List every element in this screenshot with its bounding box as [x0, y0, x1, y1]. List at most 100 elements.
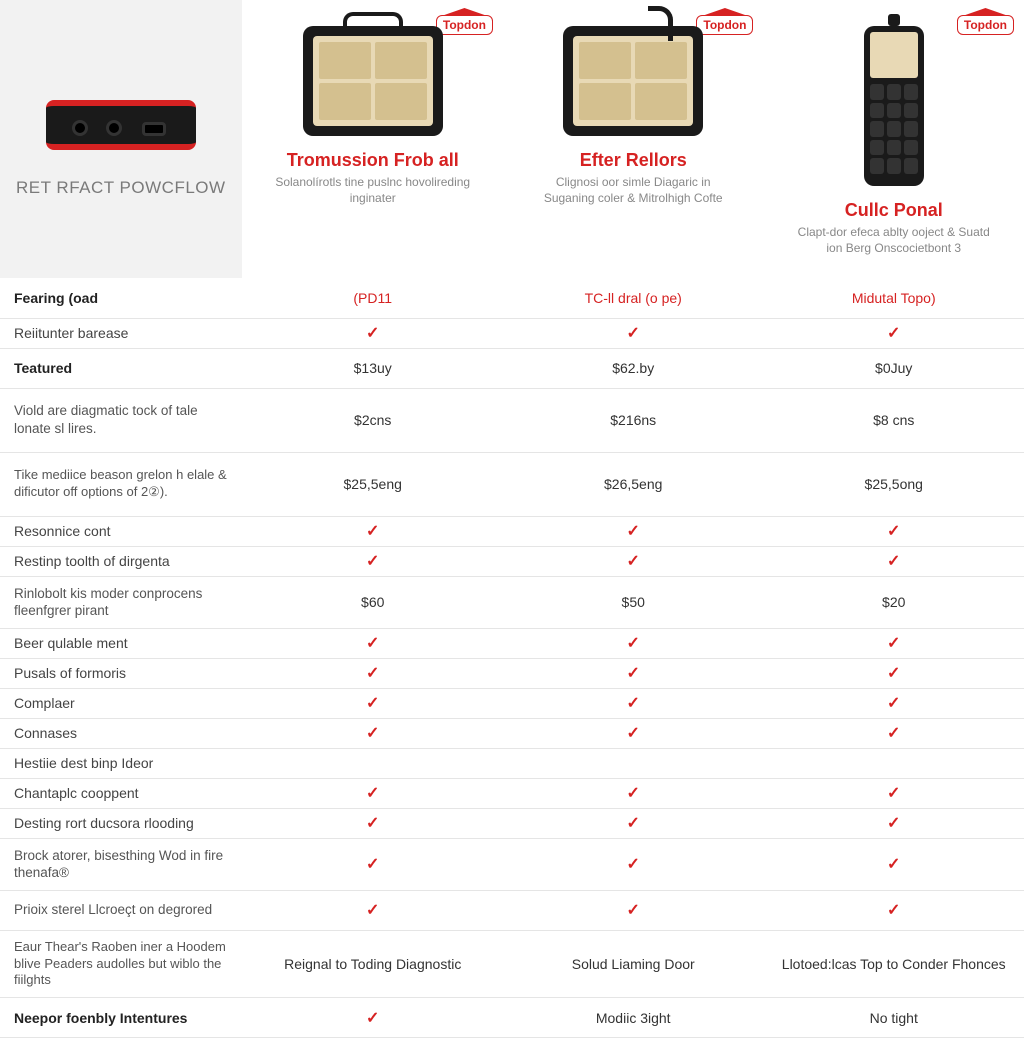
check-icon: ✓	[366, 325, 379, 342]
feature-value: ✓	[503, 838, 764, 890]
product-sub: Clignosi oor simle Diagaric in Suganing …	[515, 175, 752, 206]
feature-value: ✓	[242, 318, 503, 348]
feature-value: ✓	[242, 778, 503, 808]
check-icon: ✓	[627, 665, 640, 682]
feature-value: $20	[763, 576, 1024, 628]
feature-value: ✓	[242, 546, 503, 576]
check-icon: ✓	[627, 553, 640, 570]
table-row: Neepor foenbly Intentures✓Modiic 3ightNo…	[0, 998, 1024, 1038]
feature-value: ✓	[763, 658, 1024, 688]
check-icon: ✓	[366, 785, 379, 802]
table-row: Connases✓✓✓	[0, 718, 1024, 748]
feature-value: ✓	[763, 546, 1024, 576]
product-header-1: Topdon Efter Rellors Clignosi oor simle …	[503, 0, 764, 278]
table-row: Teatured$13uy$62.by$0Juy	[0, 348, 1024, 388]
feature-value: ✓	[503, 658, 764, 688]
check-icon: ✓	[627, 695, 640, 712]
feature-value: $50	[503, 576, 764, 628]
feature-value: ✓	[503, 778, 764, 808]
check-icon: ✓	[627, 815, 640, 832]
feature-value: (PD11	[242, 278, 503, 318]
feature-value: ✓	[242, 890, 503, 930]
table-row: Fearing (oad(PD11TC-ll dral (o pe)Miduta…	[0, 278, 1024, 318]
feature-value: ✓	[763, 808, 1024, 838]
feature-value: Llotoed:lcas Top to Conder Fhonces	[763, 930, 1024, 998]
feature-value: Modiic 3ight	[503, 998, 764, 1038]
feature-label: Complaer	[0, 688, 242, 718]
product-name: Tromussion Frob all	[254, 150, 491, 171]
feature-value: $62.by	[503, 348, 764, 388]
feature-label: Reiitunter barease	[0, 318, 242, 348]
check-icon: ✓	[887, 785, 900, 802]
feature-value: ✓	[503, 808, 764, 838]
feature-label: Fearing (oad	[0, 278, 242, 318]
check-icon: ✓	[887, 695, 900, 712]
feature-value: $2cns	[242, 388, 503, 452]
feature-label: Tike mediice beason grelon h elale & dif…	[0, 452, 242, 516]
feature-label: Eaur Thear's Raoben iner a Hoodem blive …	[0, 930, 242, 998]
product-sub: Solanolírotls tine puslnc hovolireding i…	[254, 175, 491, 206]
feature-value: Reignal to Toding Diagnostic	[242, 930, 503, 998]
comparison-table: RET RFACT POWCFLOW Topdon Tromussion Fro…	[0, 0, 1024, 1038]
feature-value: ✓	[503, 318, 764, 348]
product-header-2: Topdon Cullc Ponal Clapt-dor efeca ablty…	[763, 0, 1024, 278]
table-row: Tike mediice beason grelon h elale & dif…	[0, 452, 1024, 516]
feature-value: TC-ll dral (o pe)	[503, 278, 764, 318]
check-icon: ✓	[366, 1010, 379, 1027]
table-row: Hestiie dest binp Ideor	[0, 748, 1024, 778]
feature-value: ✓	[242, 628, 503, 658]
feature-label: Beer qulable ment	[0, 628, 242, 658]
product-image-tablet-cable	[563, 26, 703, 136]
feature-value: ✓	[763, 688, 1024, 718]
feature-value: $8 cns	[763, 388, 1024, 452]
feature-value: $216ns	[503, 388, 764, 452]
check-icon: ✓	[627, 785, 640, 802]
feature-label: Chantaplc cooppent	[0, 778, 242, 808]
feature-value: ✓	[242, 516, 503, 546]
feature-label: Desting rort ducsora rlooding	[0, 808, 242, 838]
table-row: Eaur Thear's Raoben iner a Hoodem blive …	[0, 930, 1024, 998]
feature-value: ✓	[503, 890, 764, 930]
table-row: Resonnice cont✓✓✓	[0, 516, 1024, 546]
feature-value: Midutal Topo)	[763, 278, 1024, 318]
table-row: Prioix sterel Llcroeçt on degrored✓✓✓	[0, 890, 1024, 930]
feature-label: Brock atorer, bisesthing Wod in fire the…	[0, 838, 242, 890]
product-sub: Clapt-dor efeca ablty ooject & Suatd ion…	[775, 225, 1012, 256]
feature-label: Pusals of formoris	[0, 658, 242, 688]
product-image-tablet	[303, 26, 443, 136]
check-icon: ✓	[887, 856, 900, 873]
feature-label: Hestiie dest binp Ideor	[0, 748, 242, 778]
table-row: Chantaplc cooppent ✓ ✓ ✓	[0, 778, 1024, 808]
check-icon: ✓	[366, 725, 379, 742]
feature-value: ✓	[503, 546, 764, 576]
check-icon: ✓	[627, 902, 640, 919]
feature-value: ✓	[503, 516, 764, 546]
check-icon: ✓	[366, 523, 379, 540]
check-icon: ✓	[887, 325, 900, 342]
feature-value: $60	[242, 576, 503, 628]
header-row: RET RFACT POWCFLOW Topdon Tromussion Fro…	[0, 0, 1024, 278]
feature-value: $13uy	[242, 348, 503, 388]
feature-value: ✓	[763, 890, 1024, 930]
brand-badge: Topdon	[957, 8, 1014, 35]
table-row: Pusals of formoris✓✓✓	[0, 658, 1024, 688]
main-device-image	[46, 100, 196, 160]
feature-label: Restinp toolth of dirgenta	[0, 546, 242, 576]
feature-value: ✓	[763, 838, 1024, 890]
feature-label: Prioix sterel Llcroeçt on degrored	[0, 890, 242, 930]
product-name: Efter Rellors	[515, 150, 752, 171]
feature-value: $25,5ong	[763, 452, 1024, 516]
brand-badge: Topdon	[436, 8, 493, 35]
feature-label: Rinlobolt kis moder conprocens fleenfgre…	[0, 576, 242, 628]
feature-value: ✓	[503, 718, 764, 748]
feature-value: No tight	[763, 998, 1024, 1038]
table-row: Desting rort ducsora rlooding✓✓✓	[0, 808, 1024, 838]
feature-value: $25,5eng	[242, 452, 503, 516]
product-name: Cullc Ponal	[775, 200, 1012, 221]
header-main-cell: RET RFACT POWCFLOW	[0, 0, 242, 278]
check-icon: ✓	[366, 856, 379, 873]
feature-value: ✓	[242, 688, 503, 718]
feature-label: Teatured	[0, 348, 242, 388]
feature-value: ✓	[242, 838, 503, 890]
table-row: Beer qulable ment✓✓✓	[0, 628, 1024, 658]
